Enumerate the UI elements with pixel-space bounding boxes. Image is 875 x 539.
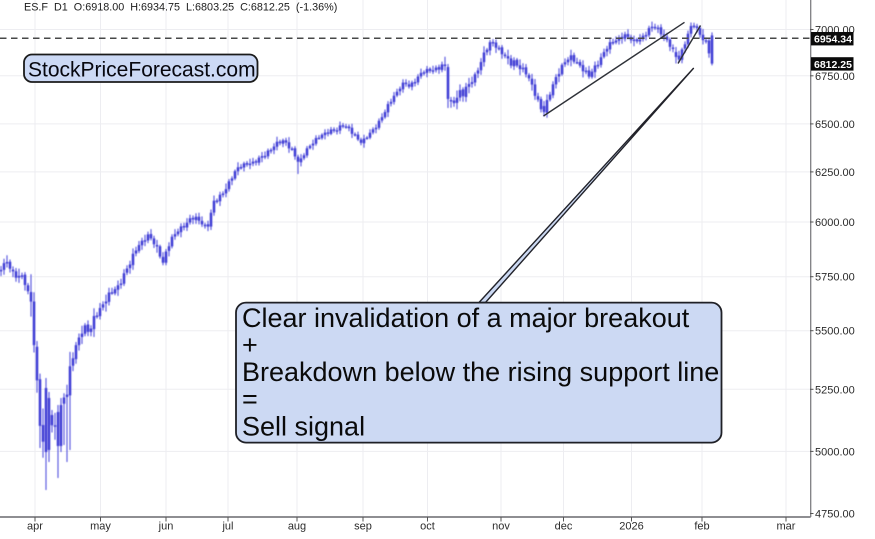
- svg-text:5000.00: 5000.00: [815, 446, 855, 458]
- svg-text:Clear invalidation of a major: Clear invalidation of a major breakout: [242, 303, 690, 333]
- svg-text:nov: nov: [492, 521, 510, 533]
- svg-text:feb: feb: [694, 521, 709, 533]
- svg-text:jul: jul: [221, 521, 233, 533]
- svg-text:+: +: [242, 330, 258, 360]
- svg-text:4750.00: 4750.00: [815, 509, 855, 521]
- svg-text:jun: jun: [158, 521, 174, 533]
- svg-text:StockPriceForecast.com: StockPriceForecast.com: [28, 59, 256, 82]
- svg-text:5250.00: 5250.00: [815, 384, 855, 396]
- svg-text:5500.00: 5500.00: [815, 326, 855, 338]
- svg-text:5750.00: 5750.00: [815, 272, 855, 284]
- svg-text:6500.00: 6500.00: [815, 119, 855, 131]
- svg-text:=: =: [242, 384, 258, 414]
- svg-text:Breakdown below the rising sup: Breakdown below the rising support line: [242, 357, 719, 387]
- svg-text:2026: 2026: [619, 521, 643, 533]
- svg-text:sep: sep: [354, 521, 372, 533]
- svg-text:6954.34: 6954.34: [814, 34, 852, 46]
- svg-text:6812.25: 6812.25: [814, 59, 852, 71]
- svg-text:oct: oct: [420, 521, 435, 533]
- svg-text:6250.00: 6250.00: [815, 167, 855, 179]
- svg-text:6000.00: 6000.00: [815, 217, 855, 229]
- svg-text:aug: aug: [288, 521, 306, 533]
- svg-text:may: may: [90, 521, 111, 533]
- svg-text:apr: apr: [27, 521, 43, 533]
- svg-text:mar: mar: [777, 521, 796, 533]
- svg-text:Sell signal: Sell signal: [242, 412, 365, 442]
- svg-text:dec: dec: [555, 521, 573, 533]
- svg-text:6750.00: 6750.00: [815, 71, 855, 83]
- svg-text:ES.F D1 O:6918.00 H:6934.75: ES.F D1 O:6918.00 H:6934.75 L:6803.25 C:…: [24, 2, 337, 14]
